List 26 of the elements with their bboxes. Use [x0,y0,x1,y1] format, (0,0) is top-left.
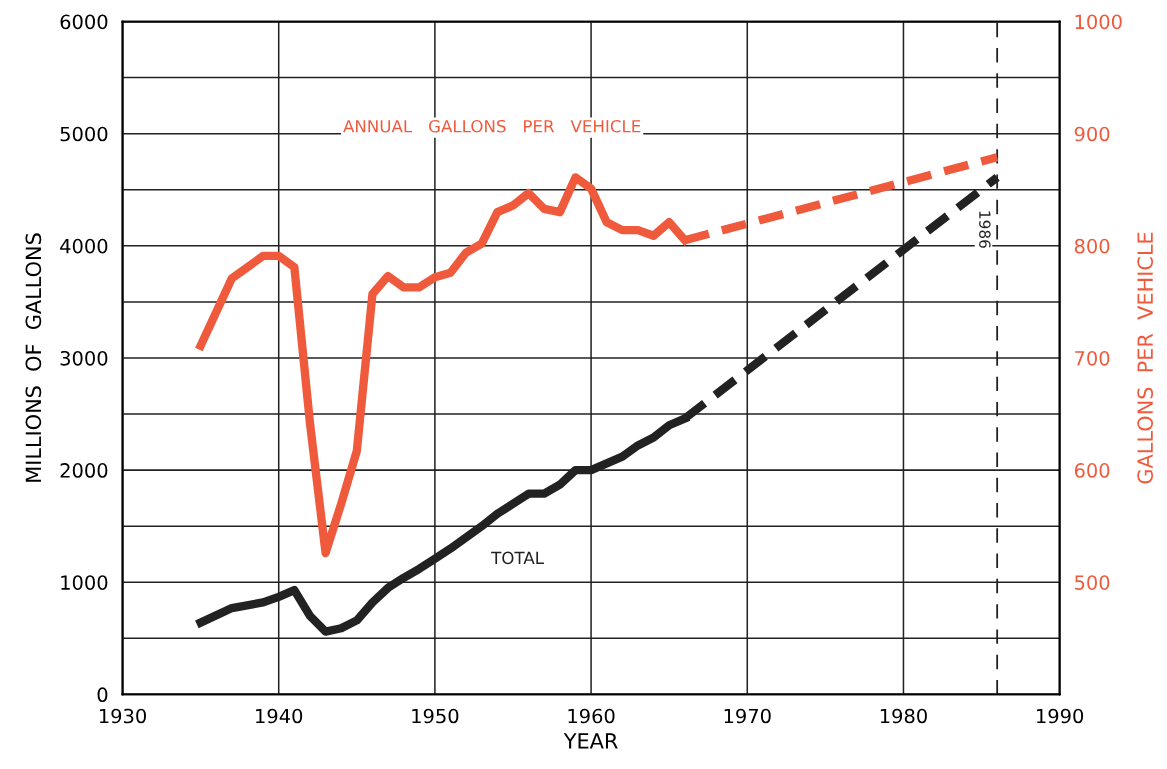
y-tick-label: 5000 [60,126,108,142]
ref-line-label: 1986 [979,211,991,248]
y2-tick-label: 900 [1074,126,1110,142]
x-tick-label: 1970 [724,708,771,724]
x-tick-label: 1950 [412,708,459,724]
y-tick-label: 6000 [60,14,108,30]
y-tick-label: 2000 [60,463,108,478]
x-tick-label: 1940 [256,708,303,724]
x-axis-title: YEAR [563,733,618,749]
y2-tick-label: 1000 [1075,14,1122,30]
y2-axis-title: GALLONS PER VEHICLE [1137,232,1154,484]
y-tick-label: 4000 [60,238,108,254]
y-tick-label: 0 [97,687,108,703]
x-tick-label: 1990 [1037,708,1084,724]
y-axis-title: MILLIONS OF GALLONS [25,233,42,482]
y-tick-label: 1000 [61,575,108,590]
text: ANNUAL GALLONS PER VEHICLE [343,119,641,133]
x-tick-label: 1960 [568,708,615,724]
series-label: TOTAL [491,551,544,565]
x-tick-label: 1980 [880,708,927,724]
y2-tick-label: 800 [1074,238,1110,254]
y2-tick-label: 500 [1075,575,1110,590]
y-tick-label: 3000 [60,350,108,366]
x-tick-label: 1930 [99,708,146,724]
y2-tick-label: 700 [1075,350,1110,366]
y2-tick-label: 600 [1074,463,1110,478]
